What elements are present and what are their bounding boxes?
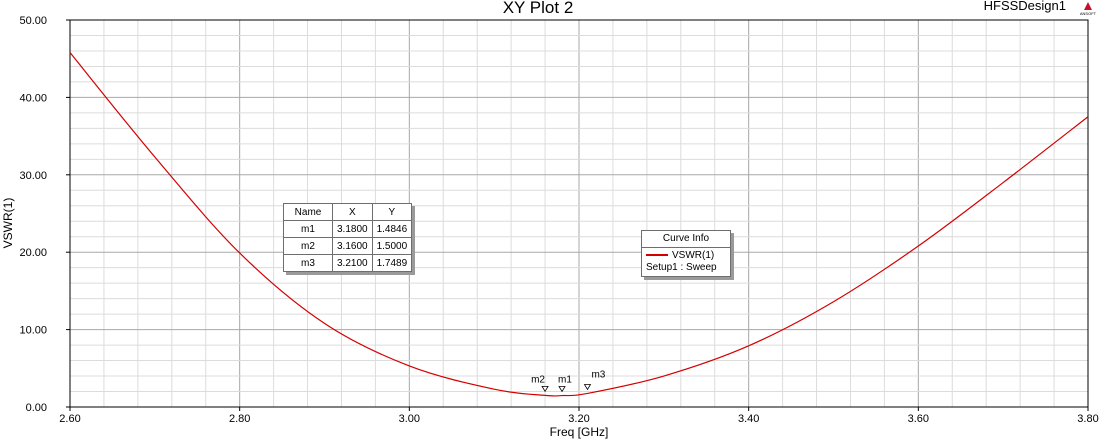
y-tick-label: 40.00 [19,92,47,104]
x-tick-label: 3.80 [1077,413,1098,425]
marker-m3-label: m3 [591,369,605,380]
y-tick-label: 20.00 [19,247,47,259]
legend-swatch [646,254,668,256]
legend-setup: Setup1 : Sweep [646,262,717,273]
legend-series-name: VSWR(1) [672,249,715,261]
marker-m2-icon[interactable] [541,385,549,393]
marker-m3-icon[interactable] [583,384,592,391]
marker-m1-label: m1 [558,375,572,386]
curve-info-legend[interactable]: Curve Info VSWR(1) Setup1 : Sweep [641,230,731,277]
marker-y: 1.7489 [371,254,413,272]
marker-m1-icon[interactable] [558,386,566,393]
legend-entry[interactable]: VSWR(1) [642,248,730,262]
y-tick-label: 10.00 [19,325,47,337]
y-axis-title: VSWR(1) [1,198,15,249]
y-tick-label: 30.00 [19,170,47,182]
x-tick-label: 3.20 [568,413,589,425]
marker-y: 1.5000 [371,237,413,255]
x-tick-label: 2.60 [59,413,80,425]
marker-x: 3.2100 [332,254,373,272]
axis-ticks: 2.60 2.80 3.00 3.20 3.40 3.60 3.80 0.00 10.00 20.… [19,15,1098,425]
header-name: Name [283,203,333,221]
y-tick-label: 0.00 [26,402,47,414]
x-axis-title: Freq [GHz] [550,425,609,439]
table-row[interactable]: m2 3.1600 1.5000 [283,237,413,255]
grid-lines [69,19,1089,408]
table-row[interactable]: m1 3.1800 1.4846 [283,220,413,238]
chart-title: XY Plot 2 [503,0,574,17]
marker-table-header: Name X Y [283,203,413,221]
x-tick-label: 3.60 [908,413,929,425]
marker-m2-label: m2 [531,374,545,385]
x-tick-label: 3.40 [738,413,759,425]
header-y: Y [371,203,413,221]
ansoft-logo-icon: ANSOFT [1080,2,1097,16]
marker-name: m2 [283,237,333,255]
header-x: X [332,203,373,221]
marker-x: 3.1600 [332,237,373,255]
markers-group[interactable]: m1 m2 m3 [531,369,606,393]
y-tick-label: 50.00 [19,15,47,27]
table-row[interactable]: m3 3.2100 1.7489 [283,254,413,272]
design-name: HFSSDesign1 [984,0,1066,13]
marker-y: 1.4846 [371,220,413,238]
legend-title: Curve Info [642,231,730,248]
logo-text: ANSOFT [1080,11,1097,16]
marker-table[interactable]: Name X Y m1 3.1800 1.4846 m2 3.1600 1.50… [283,203,413,272]
series-group[interactable] [69,52,1089,397]
marker-x: 3.1800 [332,220,373,238]
x-tick-label: 3.00 [399,413,420,425]
marker-name: m1 [283,220,333,238]
series-line-vswr[interactable] [69,52,1089,397]
marker-name: m3 [283,254,333,272]
x-tick-label: 2.80 [229,413,250,425]
